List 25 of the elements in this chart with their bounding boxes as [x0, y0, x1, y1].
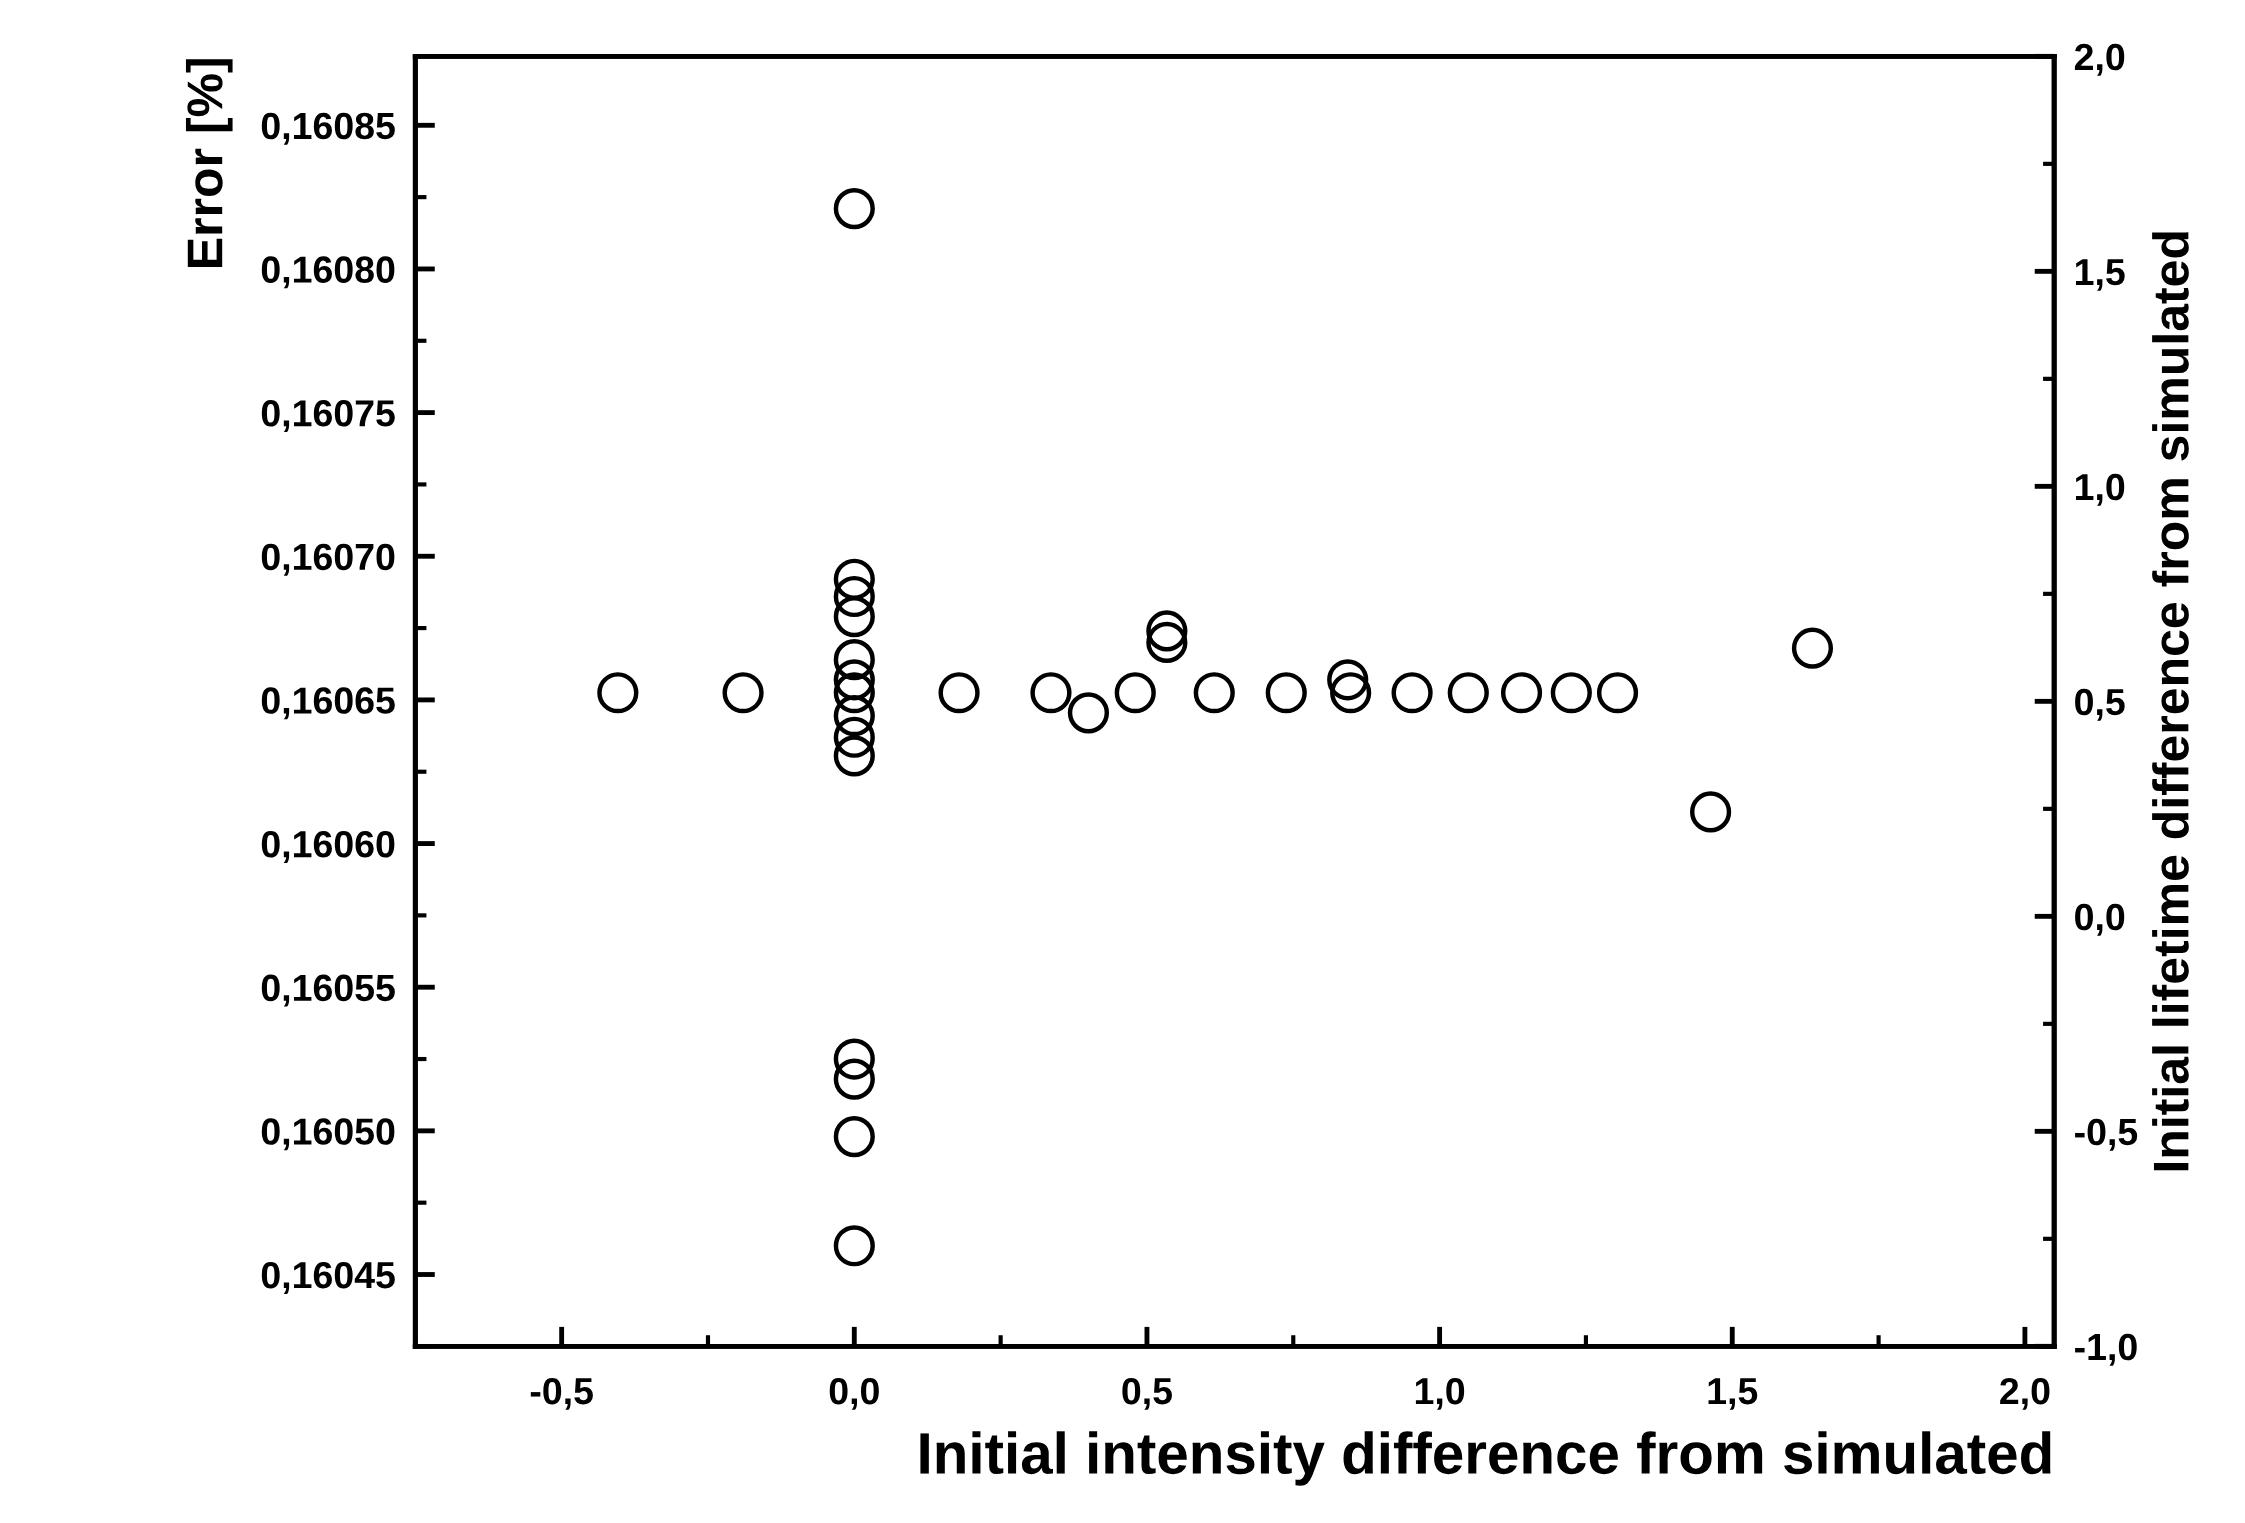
x-tick-label: 2,0: [2000, 1377, 2050, 1410]
y-tick-label: 0,16075: [261, 400, 395, 432]
x-tick-label: 0,5: [1122, 1377, 1172, 1410]
y-tick-label: 0,16055: [261, 974, 395, 1007]
y-axis-title: Error [%]: [185, 59, 233, 267]
y2-tick-label: -1,0: [2075, 1333, 2137, 1366]
x-tick-label: 1,5: [1708, 1378, 1758, 1410]
y-tick-label: 0,16065: [261, 687, 395, 720]
y2-tick-label: 2,0: [2074, 43, 2125, 76]
y-tick-label: 0,16050: [261, 1118, 395, 1151]
x-tick-label: 0,0: [829, 1377, 879, 1410]
x-axis-title: Initial intensity difference from simulated: [920, 1431, 2051, 1486]
x-tick-label: -0,5: [530, 1377, 593, 1410]
y2-tick-label: 1,5: [2075, 259, 2125, 291]
y-tick-label: 0,16045: [261, 1261, 395, 1294]
y2-axis-title: Initial lifetime difference from simulated: [2152, 232, 2189, 1171]
x-tick-label: 1,0: [1415, 1377, 1465, 1410]
y2-tick-label: 1,0: [2075, 473, 2125, 506]
y2-tick-label: -0,5: [2075, 1118, 2138, 1151]
y-tick-label: 0,16085: [261, 112, 395, 145]
y-tick-label: 0,16080: [261, 256, 395, 289]
y-tick-label: 0,16070: [261, 543, 395, 576]
y2-tick-label: 0,0: [2075, 903, 2125, 936]
y-tick-label: 0,16060: [261, 830, 395, 863]
y2-tick-label: 0,5: [2075, 688, 2125, 721]
